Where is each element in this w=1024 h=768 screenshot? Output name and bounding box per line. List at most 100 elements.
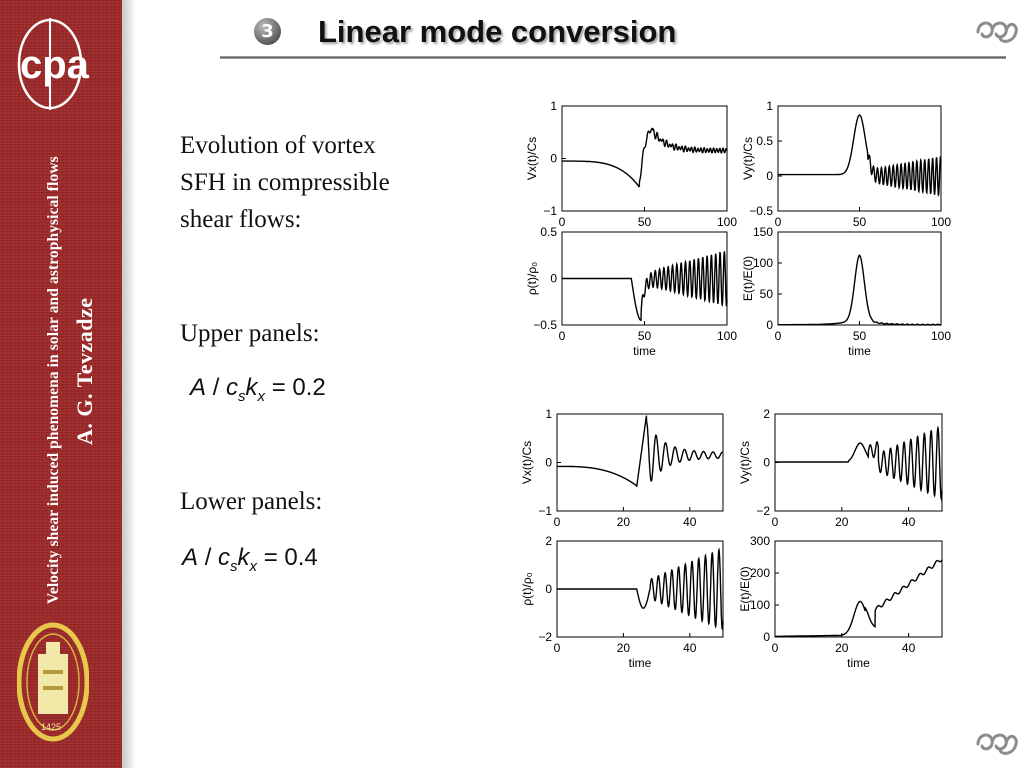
y-tick-label: 0 <box>766 318 773 332</box>
plot-frame <box>556 413 724 512</box>
top-ornament-icon <box>976 21 1018 43</box>
x-tick-label: 40 <box>683 641 697 655</box>
y-tick-label: 1 <box>766 99 773 113</box>
y-tick-label: 0 <box>763 456 770 470</box>
x-axis-label: time <box>633 344 656 358</box>
x-tick-label: 20 <box>617 641 631 655</box>
x-tick-label: 100 <box>717 329 737 343</box>
y-tick-label: −0.5 <box>749 204 773 218</box>
formula-upper: A / cskx = 0.2 <box>190 374 326 405</box>
y-tick-label: 0.5 <box>540 225 557 239</box>
y-tick-label: 1 <box>545 407 552 421</box>
x-tick-label: 50 <box>638 215 652 229</box>
y-tick-label: −1 <box>538 504 552 518</box>
series-line <box>775 425 943 502</box>
plot-frame <box>774 413 943 512</box>
y-tick-label: 0 <box>545 456 552 470</box>
y-tick-label: 150 <box>753 225 773 239</box>
title-rule <box>220 56 1006 59</box>
y-tick-label: 0 <box>763 630 770 644</box>
plot-panel-8: 0 20 40 300 200 100 0 E(t)/E(0) time <box>738 534 943 670</box>
plot-frame <box>774 540 943 638</box>
y-tick-label: 0.5 <box>756 134 773 148</box>
y-tick-label: 200 <box>750 566 770 580</box>
intro-line-3: shear flows: <box>180 206 302 233</box>
formula-lower: A / cskx = 0.4 <box>182 544 318 575</box>
y-tick-label: −0.5 <box>533 318 557 332</box>
y-axis-label: Vy(t)/Cs <box>741 137 755 180</box>
y-tick-label: −2 <box>756 504 770 518</box>
y-axis-label: Vx(t)/Cs <box>525 137 539 180</box>
x-tick-label: 0 <box>559 329 566 343</box>
slide-title: Linear mode conversion <box>318 14 677 49</box>
svg-text:cpa: cpa <box>20 43 90 87</box>
intro-line-2: SFH in compressible <box>180 169 390 196</box>
plot-frame <box>777 231 942 326</box>
plot-frame <box>777 105 942 212</box>
y-axis-label: ρ(t)/ρ₀ <box>525 262 539 295</box>
y-tick-label: 1 <box>550 99 557 113</box>
slide-number-badge: 3 <box>254 18 281 45</box>
x-tick-label: 0 <box>559 215 566 229</box>
y-axis-label: E(t)/E(0) <box>738 566 752 611</box>
x-axis-label: time <box>629 656 652 670</box>
bottom-ornament-icon <box>976 733 1018 755</box>
plot-frame <box>561 231 728 326</box>
series-line <box>557 415 724 487</box>
x-tick-label: 20 <box>835 641 849 655</box>
lower-panels-label: Lower panels: <box>180 488 323 515</box>
series-line <box>562 127 728 188</box>
sidebar-author: A. G. Tevzadze <box>72 297 97 445</box>
y-axis-label: Vx(t)/Cs <box>520 441 534 484</box>
y-tick-label: 2 <box>545 534 552 548</box>
x-tick-label: 50 <box>638 329 652 343</box>
y-tick-label: 0 <box>550 152 557 166</box>
x-tick-label: 100 <box>931 215 951 229</box>
y-tick-label: 0 <box>545 582 552 596</box>
x-tick-label: 0 <box>554 641 561 655</box>
x-axis-label: time <box>848 344 871 358</box>
upper-panels-label: Upper panels: <box>180 320 320 347</box>
cpa-logo: cpa <box>17 18 90 110</box>
x-tick-label: 20 <box>835 515 849 529</box>
y-tick-label: 0 <box>766 169 773 183</box>
x-tick-label: 50 <box>853 215 867 229</box>
x-tick-label: 0 <box>772 641 779 655</box>
x-tick-label: 0 <box>554 515 561 529</box>
x-tick-label: 100 <box>717 215 737 229</box>
intro-text: Evolution of vortex SFH in compressible … <box>180 127 390 238</box>
series-line <box>778 254 941 326</box>
series-line <box>775 559 943 638</box>
y-tick-label: 2 <box>763 407 770 421</box>
sidebar-shadow <box>122 0 136 768</box>
university-seal: 1425 <box>17 622 89 742</box>
y-axis-label: Vy(t)/Cs <box>738 441 752 484</box>
sidebar-vertical-title: Velocity shear induced phenomena in sola… <box>45 156 62 604</box>
x-tick-label: 100 <box>931 329 951 343</box>
x-tick-label: 40 <box>902 515 916 529</box>
series-line <box>562 251 728 322</box>
plot-panel-4: 0 50 100 150 100 50 0 E(t)/E(0) time <box>741 225 951 358</box>
plot-frame <box>556 540 724 638</box>
series-line <box>778 114 942 197</box>
y-tick-label: 100 <box>753 256 773 270</box>
y-tick-label: 300 <box>750 534 770 548</box>
plot-frame <box>561 105 728 212</box>
y-tick-label: 50 <box>760 287 774 301</box>
y-tick-label: 0 <box>550 272 557 286</box>
y-axis-label: E(t)/E(0) <box>741 256 755 301</box>
x-tick-label: 50 <box>853 329 867 343</box>
x-axis-label: time <box>847 656 870 670</box>
y-axis-label: ρ(t)/ρ₀ <box>520 572 534 605</box>
y-tick-label: −2 <box>538 630 552 644</box>
x-tick-label: 40 <box>683 515 697 529</box>
sidebar: cpa Velocity shear induced phenomena in … <box>0 0 122 768</box>
svg-text:1425: 1425 <box>41 722 61 732</box>
